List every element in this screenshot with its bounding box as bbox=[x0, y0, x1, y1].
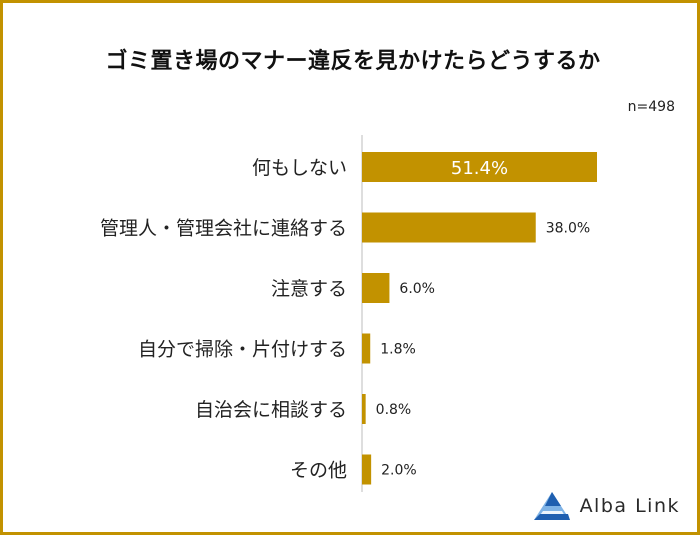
bars-layer: 何もしない 51.4% 管理人・管理会社に連絡する 38.0% 注意する 6.0% 自分で掃… bbox=[100, 135, 597, 492]
category-label: その他 bbox=[290, 460, 347, 482]
bar bbox=[362, 273, 390, 303]
chart-title: ゴミ置き場のマナー違反を見かけたらどうするか bbox=[105, 49, 601, 74]
category-label: 注意する bbox=[271, 278, 347, 300]
logo-text: Alba Link bbox=[579, 495, 680, 517]
category-label: 自分で掃除・片付けする bbox=[138, 339, 347, 361]
category-label: 自治会に相談する bbox=[195, 399, 347, 421]
bar bbox=[362, 394, 366, 424]
value-label: 51.4% bbox=[451, 158, 508, 179]
bar bbox=[362, 152, 597, 182]
bar bbox=[362, 454, 372, 485]
value-label: 0.8% bbox=[376, 402, 412, 418]
value-label: 38.0% bbox=[546, 221, 590, 237]
alba-link-logo-icon bbox=[533, 492, 570, 520]
category-label: 管理人・管理会社に連絡する bbox=[100, 218, 347, 240]
sample-size-label: n=498 bbox=[627, 99, 675, 115]
value-label: 6.0% bbox=[399, 281, 435, 297]
value-label: 1.8% bbox=[380, 342, 416, 358]
bar bbox=[362, 212, 536, 243]
alba-link-logo: Alba Link bbox=[532, 489, 680, 523]
value-label: 2.0% bbox=[381, 463, 417, 479]
category-label: 何もしない bbox=[252, 157, 347, 179]
bar bbox=[362, 333, 371, 364]
